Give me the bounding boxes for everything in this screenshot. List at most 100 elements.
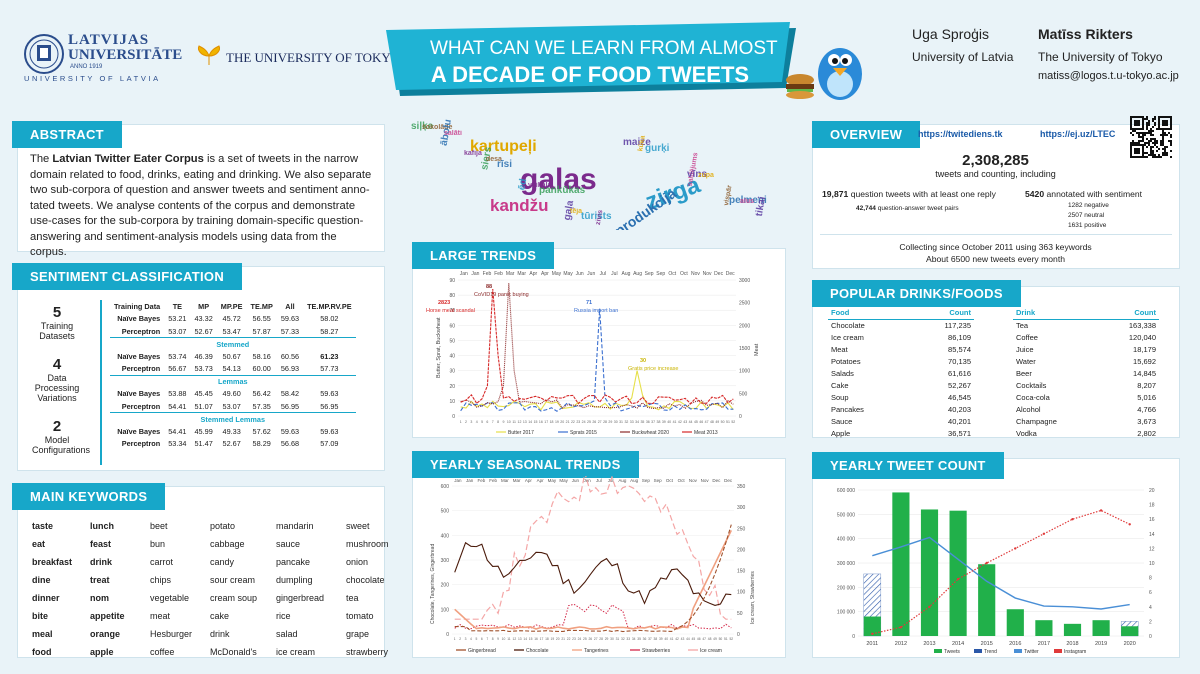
score-cell: 45.45 bbox=[194, 389, 213, 399]
score-cell: 45.72 bbox=[222, 314, 241, 324]
model-name: Naïve Bayes bbox=[117, 426, 161, 436]
score-cell: 53.34 bbox=[168, 439, 187, 449]
score-cell: 53.73 bbox=[194, 364, 213, 373]
x-tick-label: 40 bbox=[667, 420, 671, 424]
keyword: breakfast bbox=[32, 557, 73, 567]
negative-count: 1282 negative bbox=[1068, 202, 1109, 209]
keyword: cabbage bbox=[210, 539, 245, 549]
x-tick-label: 45 bbox=[694, 420, 698, 424]
keyword: meat bbox=[150, 611, 171, 621]
annotation-value: 71 bbox=[586, 300, 592, 306]
annotated-count: 5420 bbox=[1025, 189, 1045, 199]
table-row: Juice 18,179 bbox=[1013, 343, 1159, 355]
food-header-row: Food Count bbox=[828, 307, 974, 320]
cloud-word: tēja bbox=[570, 208, 583, 215]
month-label: Dec bbox=[726, 271, 735, 277]
month-label: Aug bbox=[633, 271, 642, 277]
y-right-tick-label: 12 bbox=[1149, 546, 1155, 552]
month-label: Apr bbox=[529, 271, 537, 277]
y-tick-label: 0 bbox=[852, 634, 855, 640]
sentiment-table-wrap: Training Data TE MP MP.PE TE.MP All TE.M… bbox=[110, 300, 356, 450]
x-tick-label: 27 bbox=[594, 637, 598, 641]
y-tick-label: 400 000 bbox=[837, 537, 855, 543]
legend-label: Chocolate bbox=[526, 648, 549, 654]
cloud-word: kafija bbox=[464, 150, 482, 157]
month-label: Jul bbox=[600, 271, 606, 277]
x-tick-label: 2015 bbox=[981, 641, 993, 647]
item-name: Potatoes bbox=[831, 356, 861, 366]
score-cell: 57.09 bbox=[320, 439, 339, 449]
y-right-tick-label: 1000 bbox=[739, 369, 750, 375]
month-label: Sep bbox=[642, 478, 651, 483]
y-tick-label: 60 bbox=[449, 323, 455, 329]
x-tick-label: 43 bbox=[683, 420, 687, 424]
x-tick-label: 31 bbox=[616, 637, 620, 641]
series-buckwheat-line bbox=[460, 282, 734, 410]
x-tick-label: 33 bbox=[626, 637, 630, 641]
keyword: sauce bbox=[276, 539, 301, 549]
y-tick-label: 600 000 bbox=[837, 488, 855, 494]
table-row: Cocktails 8,207 bbox=[1013, 379, 1159, 391]
overview-title: OVERVIEW bbox=[812, 121, 921, 148]
y-tick-label: 0 bbox=[452, 414, 455, 420]
author2-email[interactable]: matiss@logos.t.u-tokyo.ac.jp bbox=[1038, 70, 1179, 82]
item-name: Champagne bbox=[1016, 416, 1057, 426]
instagram-point bbox=[871, 632, 874, 636]
score-cell: 59.63 bbox=[320, 389, 339, 399]
y-axis-label: Butter, Sprat, Buckwheat bbox=[436, 317, 442, 378]
x-tick-label: 30 bbox=[614, 420, 618, 424]
seasonal-title: YEARLY SEASONAL TRENDS bbox=[412, 451, 639, 478]
score-cell: 51.07 bbox=[194, 401, 213, 411]
author1: Uga Sproģis University of Latvia bbox=[912, 26, 1013, 64]
table-row: Perceptron 54.41 51.07 53.07 57.35 56.95 56.95 bbox=[110, 400, 356, 413]
month-label: May bbox=[548, 478, 557, 483]
author2: Matīss Rikters The University of Tokyo m… bbox=[1038, 26, 1179, 82]
month-label: Jul bbox=[611, 271, 617, 277]
table-row: Perceptron 53.07 52.67 53.47 57.87 57.33 58.27 bbox=[110, 325, 356, 338]
y-right-tick-label: 150 bbox=[737, 569, 746, 575]
x-tick-label: 26 bbox=[592, 420, 596, 424]
y-tick-label: 200 bbox=[441, 583, 450, 589]
stat-num: 5 bbox=[52, 304, 62, 321]
y-right-tick-label: 200 bbox=[737, 547, 746, 553]
item-count: 36,571 bbox=[948, 428, 971, 438]
month-label: Jan bbox=[466, 478, 474, 483]
table-row: Alcohol 4,766 bbox=[1013, 403, 1159, 415]
cloud-word: pelmeni bbox=[729, 195, 767, 206]
cloud-word: tikai bbox=[753, 195, 769, 218]
month-label: Oct bbox=[678, 478, 686, 483]
x-tick-label: 7 bbox=[486, 637, 488, 641]
cloud-word: šokolāde bbox=[422, 124, 453, 131]
overview-link2[interactable]: https://ej.uz/LTEC bbox=[1040, 129, 1116, 139]
x-tick-label: 39 bbox=[662, 420, 666, 424]
twitter-line bbox=[872, 536, 1130, 610]
y-right-tick-label: 1500 bbox=[739, 346, 750, 352]
score-cell: 46.39 bbox=[194, 351, 213, 361]
table-row: Soup 46,545 bbox=[828, 391, 974, 403]
overview-divider bbox=[820, 234, 1172, 235]
model-name: Naïve Bayes bbox=[117, 389, 161, 399]
x-tick-label: 44 bbox=[689, 420, 693, 424]
series-gingerbread-line bbox=[454, 524, 732, 633]
month-label: Apr bbox=[541, 271, 549, 277]
item-count: 3,673 bbox=[1137, 416, 1156, 426]
y-tick-label: 80 bbox=[449, 293, 455, 299]
y-axis-label: Chocolate, Tangerines, Gingerbread bbox=[430, 544, 436, 624]
x-tick-label: 21 bbox=[561, 637, 565, 641]
table-row: Water 15,692 bbox=[1013, 355, 1159, 367]
score-cell: 43.32 bbox=[194, 314, 213, 324]
series-meat-line bbox=[460, 289, 734, 405]
cloud-word: siļķe bbox=[411, 121, 434, 132]
x-tick-label: 30 bbox=[610, 637, 614, 641]
item-name: Juice bbox=[1016, 344, 1034, 354]
x-tick-label: 39 bbox=[659, 637, 663, 641]
table-row: Vodka 2,802 bbox=[1013, 427, 1159, 439]
tokyo-name: THE UNIVERSITY OF TOKYO bbox=[226, 50, 401, 65]
keyword: salad bbox=[276, 629, 298, 639]
month-label: Aug bbox=[618, 478, 627, 483]
keyword: cake bbox=[210, 611, 230, 621]
overview-link1[interactable]: https://twitediens.tk bbox=[918, 129, 1003, 139]
series-tangerines-line bbox=[454, 530, 733, 630]
y-right-axis-label: Ice cream, Strawberries bbox=[750, 571, 756, 624]
score-cell: 57.33 bbox=[280, 326, 300, 336]
